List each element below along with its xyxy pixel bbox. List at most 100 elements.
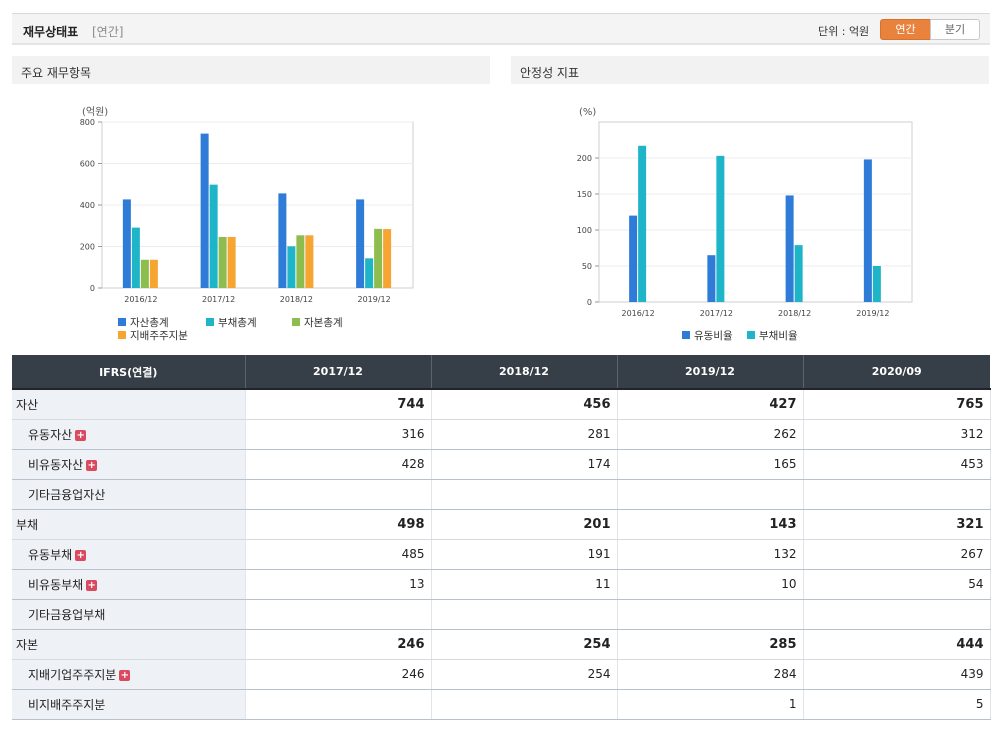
legend-swatch [118,331,126,339]
row-label-cell[interactable]: 유동부채 + [12,539,246,570]
y-tick-label: 200 [577,154,592,163]
row-label-cell: 부채 [12,509,246,540]
value-cell [803,479,991,510]
value-cell: 201 [431,509,618,540]
x-tick-label: 2017/12 [700,309,733,318]
value-cell: 456 [431,389,618,420]
row-label: 자본 [16,637,39,652]
unit-label: 단위 : 억원 [818,25,870,38]
table-row: 비유동부채 +13 11 10 54 [12,569,991,600]
section-title: 재무상태표 [23,25,79,39]
bar-2-2 [296,235,305,288]
column-header: 2020/09 [803,355,990,390]
value-cell: 254 [431,659,618,690]
value-cell: 13 [245,569,432,600]
bar-2-0 [785,195,794,302]
value-cell: 174 [431,449,618,480]
value-cell [245,479,432,510]
value-cell: 744 [245,389,432,420]
legend-swatch [747,331,755,339]
legend-label: 부채비율 [759,330,798,342]
legend-swatch [292,318,300,326]
x-tick-label: 2017/12 [202,295,235,304]
value-cell: 165 [617,449,804,480]
x-tick-label: 2016/12 [622,309,655,318]
expand-plus-icon[interactable]: + [86,459,98,471]
value-cell [245,599,432,630]
value-cell: 5 [803,689,991,720]
quarter-toggle-button[interactable]: 분기 [930,19,980,40]
legend-label: 유동비율 [694,330,733,342]
value-cell: 262 [617,419,804,450]
column-header: 2017/12 [245,355,432,390]
bar-2-0 [278,193,287,288]
bar-1-0 [707,255,716,302]
expand-plus-icon[interactable]: + [75,549,87,561]
table-row: 자본 246 254 285 444 [12,629,991,660]
value-cell [431,479,618,510]
table-row: 비유동자산 +428 174 165 453 [12,449,991,480]
row-label: 자산 [16,397,39,412]
row-label: 비지배주주지분 [28,697,106,712]
stability-chart: (%) 0 50 100 150 200 2016/12 2017/12 2018/12 2019… [577,107,913,342]
x-tick-label: 2018/12 [778,309,811,318]
y-tick-label: 0 [90,284,95,293]
row-label-cell[interactable]: 유동자산 + [12,419,246,450]
row-label: 비유동자산 [28,457,84,472]
stability-panel-header: 안정성 지표 [511,56,989,84]
x-tick-label: 2018/12 [280,295,313,304]
value-cell: 312 [803,419,991,450]
row-label-cell: 기타금융업부채 [12,599,246,630]
value-cell: 267 [803,539,991,570]
y-axis-label: (억원) [82,106,108,118]
legend-label: 부채총계 [218,317,257,329]
row-label-cell: 자본 [12,629,246,660]
table-row: 부채 498 201 143 321 [12,509,991,540]
bar-2-3 [305,235,314,288]
x-tick-label: 2019/12 [358,295,391,304]
value-cell: 427 [617,389,804,420]
value-cell [245,689,432,720]
value-cell: 453 [803,449,991,480]
legend-swatch [206,318,214,326]
y-tick-label: 100 [577,226,592,235]
table-row: 자산 744 456 427 765 [12,389,991,420]
table-row: 기타금융업부채 [12,599,991,630]
y-tick-label: 200 [80,243,95,252]
value-cell: 11 [431,569,618,600]
row-label-cell[interactable]: 지배기업주주지분 + [12,659,246,690]
bar-3-1 [872,266,881,302]
legend-label: 자본총계 [304,317,343,329]
annual-toggle-button[interactable]: 연간 [880,19,931,40]
table-row: 비지배주주지분 1 5 [12,689,991,720]
row-label: 비유동부채 [28,577,84,592]
value-cell [617,479,804,510]
legend-swatch [682,331,690,339]
key-financials-chart: (억원) 0 200 400 600 800 2016/12 2017/12 2018/12 20… [80,106,414,342]
value-cell: 428 [245,449,432,480]
expand-plus-icon[interactable]: + [75,429,87,441]
bar-2-1 [794,245,803,302]
column-header: 2018/12 [431,355,618,390]
key-financials-title: 주요 재무항목 [21,66,92,80]
bar-1-1 [716,155,725,302]
balance-sheet-table: IFRS(연결) 2017/12 2018/12 2019/12 2020/09… [12,355,991,720]
y-tick-label: 600 [80,160,95,169]
table-row: 유동자산 +316 281 262 312 [12,419,991,450]
row-label-cell[interactable]: 비유동부채 + [12,569,246,600]
expand-plus-icon[interactable]: + [86,579,98,591]
value-cell: 285 [617,629,804,660]
section-header: 재무상태표 [연간] 단위 : 억원 연간 분기 [12,13,990,45]
stability-title: 안정성 지표 [520,66,580,80]
row-label-cell[interactable]: 비유동자산 + [12,449,246,480]
value-cell: 246 [245,659,432,690]
row-label-cell: 비지배주주지분 [12,689,246,720]
value-cell: 132 [617,539,804,570]
bar-3-0 [356,199,365,288]
bar-0-3 [149,259,158,288]
bar-0-1 [131,227,140,288]
expand-plus-icon[interactable]: + [119,669,131,681]
row-label: 부채 [16,517,39,532]
row-label: 유동부채 [28,547,73,562]
bar-0-0 [629,215,638,302]
